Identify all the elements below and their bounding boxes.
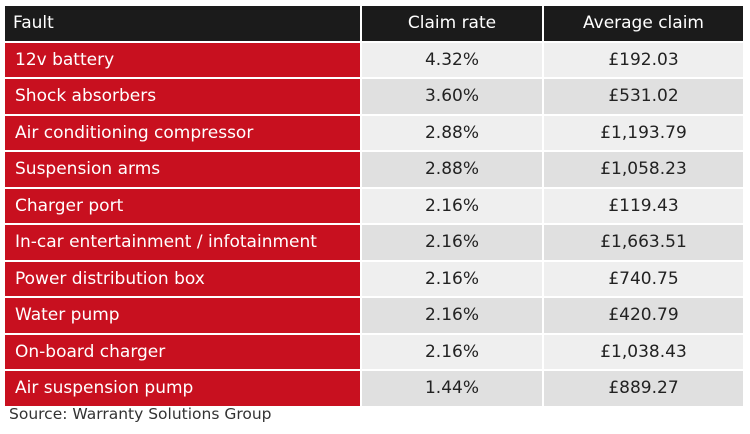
claim-rate-cell: 2.16% [362, 188, 542, 223]
table-header-row: Fault Claim rate Average claim [5, 6, 743, 41]
fault-cell: In-car entertainment / infotainment [5, 225, 360, 260]
fault-cell: Air conditioning compressor [5, 115, 360, 150]
fault-cell: Charger port [5, 188, 360, 223]
table-row: Air suspension pump 1.44% £889.27 [5, 371, 743, 406]
table-row: Power distribution box 2.16% £740.75 [5, 261, 743, 296]
claim-rate-cell: 2.88% [362, 115, 542, 150]
fault-cell: Power distribution box [5, 261, 360, 296]
claim-rate-cell: 2.16% [362, 334, 542, 369]
claim-rate-cell: 2.16% [362, 261, 542, 296]
table-row: Water pump 2.16% £420.79 [5, 298, 743, 333]
claim-rate-cell: 3.60% [362, 79, 542, 114]
header-average-claim: Average claim [544, 6, 743, 41]
fault-cell: Air suspension pump [5, 371, 360, 406]
header-claim-rate: Claim rate [362, 6, 542, 41]
average-claim-cell: £1,193.79 [544, 115, 743, 150]
average-claim-cell: £531.02 [544, 79, 743, 114]
claims-table: Fault Claim rate Average claim 12v batte… [3, 4, 745, 408]
average-claim-cell: £1,663.51 [544, 225, 743, 260]
table-wrapper: Fault Claim rate Average claim 12v batte… [5, 4, 745, 408]
average-claim-cell: £1,038.43 [544, 334, 743, 369]
average-claim-cell: £119.43 [544, 188, 743, 223]
claim-rate-cell: 2.16% [362, 298, 542, 333]
claim-rate-cell: 2.16% [362, 225, 542, 260]
fault-cell: On-board charger [5, 334, 360, 369]
average-claim-cell: £1,058.23 [544, 152, 743, 187]
claim-rate-cell: 2.88% [362, 152, 542, 187]
claim-rate-cell: 1.44% [362, 371, 542, 406]
table-row: On-board charger 2.16% £1,038.43 [5, 334, 743, 369]
table-row: Air conditioning compressor 2.88% £1,193.7… [5, 115, 743, 150]
fault-cell: Suspension arms [5, 152, 360, 187]
average-claim-cell: £889.27 [544, 371, 743, 406]
fault-cell: 12v battery [5, 42, 360, 77]
fault-cell: Water pump [5, 298, 360, 333]
claim-rate-cell: 4.32% [362, 42, 542, 77]
table-row: 12v battery 4.32% £192.03 [5, 42, 743, 77]
table-row: Suspension arms 2.88% £1,058.23 [5, 152, 743, 187]
table-row: Shock absorbers 3.60% £531.02 [5, 79, 743, 114]
table-body: 12v battery 4.32% £192.03 Shock absorbers 3.… [5, 42, 743, 406]
table-row: In-car entertainment / infotainment 2.16%… [5, 225, 743, 260]
average-claim-cell: £740.75 [544, 261, 743, 296]
average-claim-cell: £192.03 [544, 42, 743, 77]
fault-cell: Shock absorbers [5, 79, 360, 114]
table-row: Charger port 2.16% £119.43 [5, 188, 743, 223]
header-fault: Fault [5, 6, 360, 41]
source-note: Source: Warranty Solutions Group [9, 405, 272, 423]
average-claim-cell: £420.79 [544, 298, 743, 333]
